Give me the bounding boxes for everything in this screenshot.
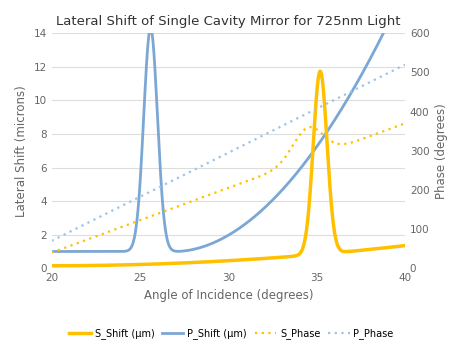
X-axis label: Angle of Incidence (degrees): Angle of Incidence (degrees) (144, 289, 313, 302)
Legend: S_Shift (μm), P_Shift (μm), S_Phase, P_Phase: S_Shift (μm), P_Shift (μm), S_Phase, P_P… (65, 324, 398, 343)
Title: Lateral Shift of Single Cavity Mirror for 725nm Light: Lateral Shift of Single Cavity Mirror fo… (56, 15, 400, 28)
Y-axis label: Lateral Shift (microns): Lateral Shift (microns) (15, 85, 28, 217)
Y-axis label: Phase (degrees): Phase (degrees) (435, 103, 448, 199)
